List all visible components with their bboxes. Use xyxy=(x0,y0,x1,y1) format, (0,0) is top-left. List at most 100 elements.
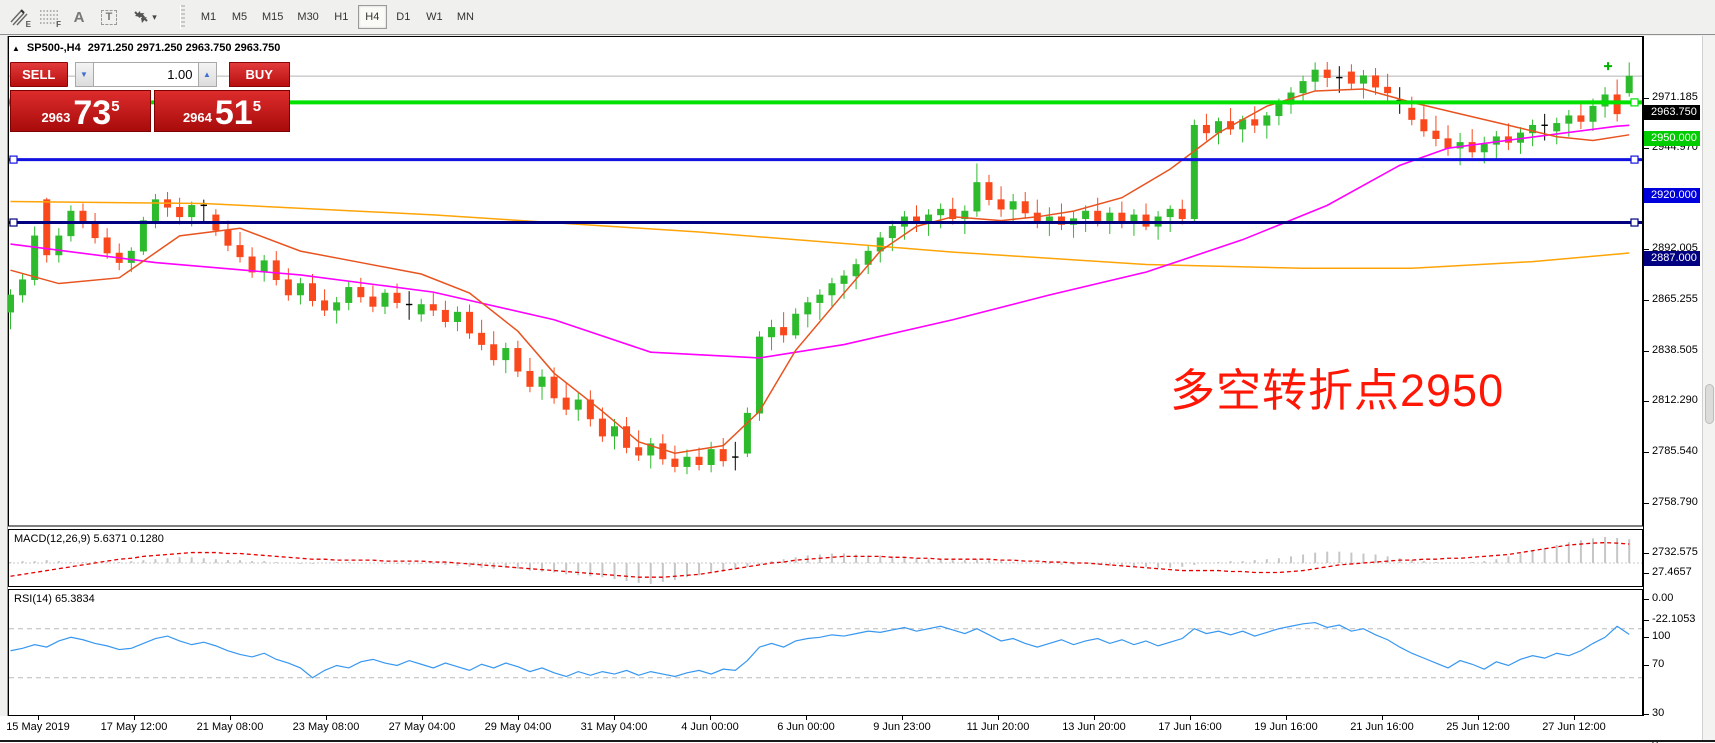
equidistant-channel-tool-icon[interactable]: E xyxy=(4,3,34,31)
time-tick xyxy=(1478,716,1479,720)
axis-tick xyxy=(1644,98,1649,99)
rsi-line xyxy=(10,621,1630,679)
timeframe-w1-button[interactable]: W1 xyxy=(426,11,443,23)
text-a-icon: A xyxy=(73,8,85,26)
time-tick xyxy=(230,716,231,720)
symbol-name: SP500-,H4 xyxy=(26,42,81,54)
ask-pip-sup: 5 xyxy=(252,98,262,115)
hline-handle xyxy=(1630,155,1639,164)
axis-tick xyxy=(1644,572,1649,574)
time-label: 25 Jun 12:00 xyxy=(1446,721,1510,733)
rsi-tick-label: 100 xyxy=(1652,630,1671,642)
arrows-tool-icon[interactable]: ▾ xyxy=(124,3,166,31)
channel-hatch-icon xyxy=(10,9,28,26)
price-axis-border xyxy=(1643,36,1644,740)
time-label: 23 May 08:00 xyxy=(292,721,360,733)
time-axis: 15 May 2019 17 May 12:00 21 May 08:00 23 Ma… xyxy=(0,716,1702,740)
timeframe-d1-button[interactable]: D1 xyxy=(396,11,411,23)
bid-prefix: 2963 xyxy=(41,110,71,125)
timeframe-m5-button[interactable]: M5 xyxy=(231,11,248,23)
chart-annotation-text[interactable]: 多空转折点2950 xyxy=(1170,365,1505,416)
axis-tick xyxy=(1644,248,1649,250)
window-bottom-border xyxy=(0,740,1715,742)
axis-tick xyxy=(1644,451,1649,453)
arrows-glyph-icon xyxy=(134,11,148,23)
timeframe-m15-button[interactable]: M15 xyxy=(262,11,284,23)
price-tick-label: 2732.575 xyxy=(1652,545,1698,558)
macd-plot-border xyxy=(8,529,1643,587)
price-badge-2950.000: 2950.000 xyxy=(1644,130,1700,146)
axis-tick xyxy=(1644,619,1649,621)
time-tick xyxy=(710,716,711,720)
symbol-direction-icon: ▲ xyxy=(12,44,20,53)
macd-label: MACD(12,26,9) 5.6371 0.1280 xyxy=(14,533,164,545)
text-label-tool-icon[interactable]: T xyxy=(94,3,124,31)
time-tick xyxy=(1286,716,1287,720)
ma-mid-magenta xyxy=(10,124,1630,359)
time-label: 19 Jun 16:00 xyxy=(1254,721,1318,733)
price-badge-2887.000: 2887.000 xyxy=(1644,251,1700,267)
price-tick-label: 2892.005 xyxy=(1652,241,1698,254)
macd-tick-label: 0.00 xyxy=(1652,592,1674,604)
volume-decrease-button[interactable]: ▼ xyxy=(74,62,94,87)
time-tick xyxy=(1190,716,1191,720)
toolbar: E F A T ▾ M1 M5 M15 M30 H1 H4 xyxy=(0,0,1715,35)
sell-button[interactable]: SELL xyxy=(10,62,68,87)
bid-price-box[interactable]: 2963 73 5 xyxy=(10,90,151,132)
hline-handle xyxy=(1630,218,1639,227)
ask-big-digits: 51 xyxy=(214,94,253,132)
time-tick xyxy=(806,716,807,720)
buy-button[interactable]: BUY xyxy=(228,62,290,87)
hline-handle xyxy=(9,218,18,227)
time-tick xyxy=(902,716,903,720)
time-label: 6 Jun 00:00 xyxy=(777,721,835,733)
time-label: 17 May 12:00 xyxy=(100,721,168,733)
ma-fast-red xyxy=(10,88,1630,455)
macd-indicator-panel[interactable] xyxy=(8,529,1643,587)
chevron-down-icon: ▾ xyxy=(152,11,157,22)
rsi-plot-border xyxy=(8,589,1643,716)
axis-tick xyxy=(1644,502,1649,504)
macd-tick-label: -22.1053 xyxy=(1652,612,1696,625)
axis-tick xyxy=(1644,299,1649,301)
time-tick xyxy=(1574,716,1575,720)
macd-tick-label: 27.4657 xyxy=(1652,565,1692,578)
price-axis: 2971.185 2944.970 2892.005 2865.255 2838.505… xyxy=(1644,36,1702,743)
timeframe-h4-button[interactable]: H4 xyxy=(357,5,387,29)
time-label: 27 Jun 12:00 xyxy=(1542,721,1606,733)
timeframe-m1-button[interactable]: M1 xyxy=(200,11,217,23)
scrollbar-thumb[interactable] xyxy=(1705,384,1714,424)
timeframe-h1-button[interactable]: H1 xyxy=(334,11,349,23)
volume-input[interactable] xyxy=(93,62,198,87)
axis-tick xyxy=(1644,400,1649,402)
rsi-tick-label: 70 xyxy=(1652,657,1665,670)
text-tool-icon[interactable]: A xyxy=(64,3,94,31)
time-tick xyxy=(134,716,135,720)
toolbar-drag-handle[interactable] xyxy=(180,5,185,29)
time-tick xyxy=(614,716,615,720)
volume-increase-button[interactable]: ▲ xyxy=(197,62,217,87)
price-tick-label: 2758.790 xyxy=(1652,495,1698,508)
window-left-gutter xyxy=(0,36,8,741)
fibonacci-tool-icon[interactable]: F xyxy=(34,3,64,31)
axis-tick xyxy=(1644,552,1649,554)
time-label: 31 May 04:00 xyxy=(580,721,648,733)
timeframe-m30-button[interactable]: M30 xyxy=(297,11,319,23)
hline-handle xyxy=(1630,98,1639,107)
price-tick-label: 2812.290 xyxy=(1652,393,1698,406)
tool-sub-label: E xyxy=(25,20,31,29)
timeframe-mn-button[interactable]: MN xyxy=(456,11,474,23)
time-label: 4 Jun 00:00 xyxy=(681,721,739,733)
rsi-indicator-panel[interactable] xyxy=(8,589,1643,716)
time-label: 9 Jun 23:00 xyxy=(873,721,931,733)
axis-tick xyxy=(1644,664,1649,666)
bid-big-digits: 73 xyxy=(73,94,112,132)
time-tick xyxy=(326,716,327,720)
time-tick xyxy=(1382,716,1383,720)
symbol-ohlc-line: ▲ SP500-,H4 2971.250 2971.250 2963.750 2… xyxy=(12,42,280,54)
price-tick-label: 2971.185 xyxy=(1652,91,1698,103)
tool-sub-label: F xyxy=(56,20,61,29)
ask-price-box[interactable]: 2964 51 5 xyxy=(154,90,290,132)
right-scrollbar xyxy=(1702,36,1715,740)
time-label: 21 Jun 16:00 xyxy=(1350,721,1414,733)
